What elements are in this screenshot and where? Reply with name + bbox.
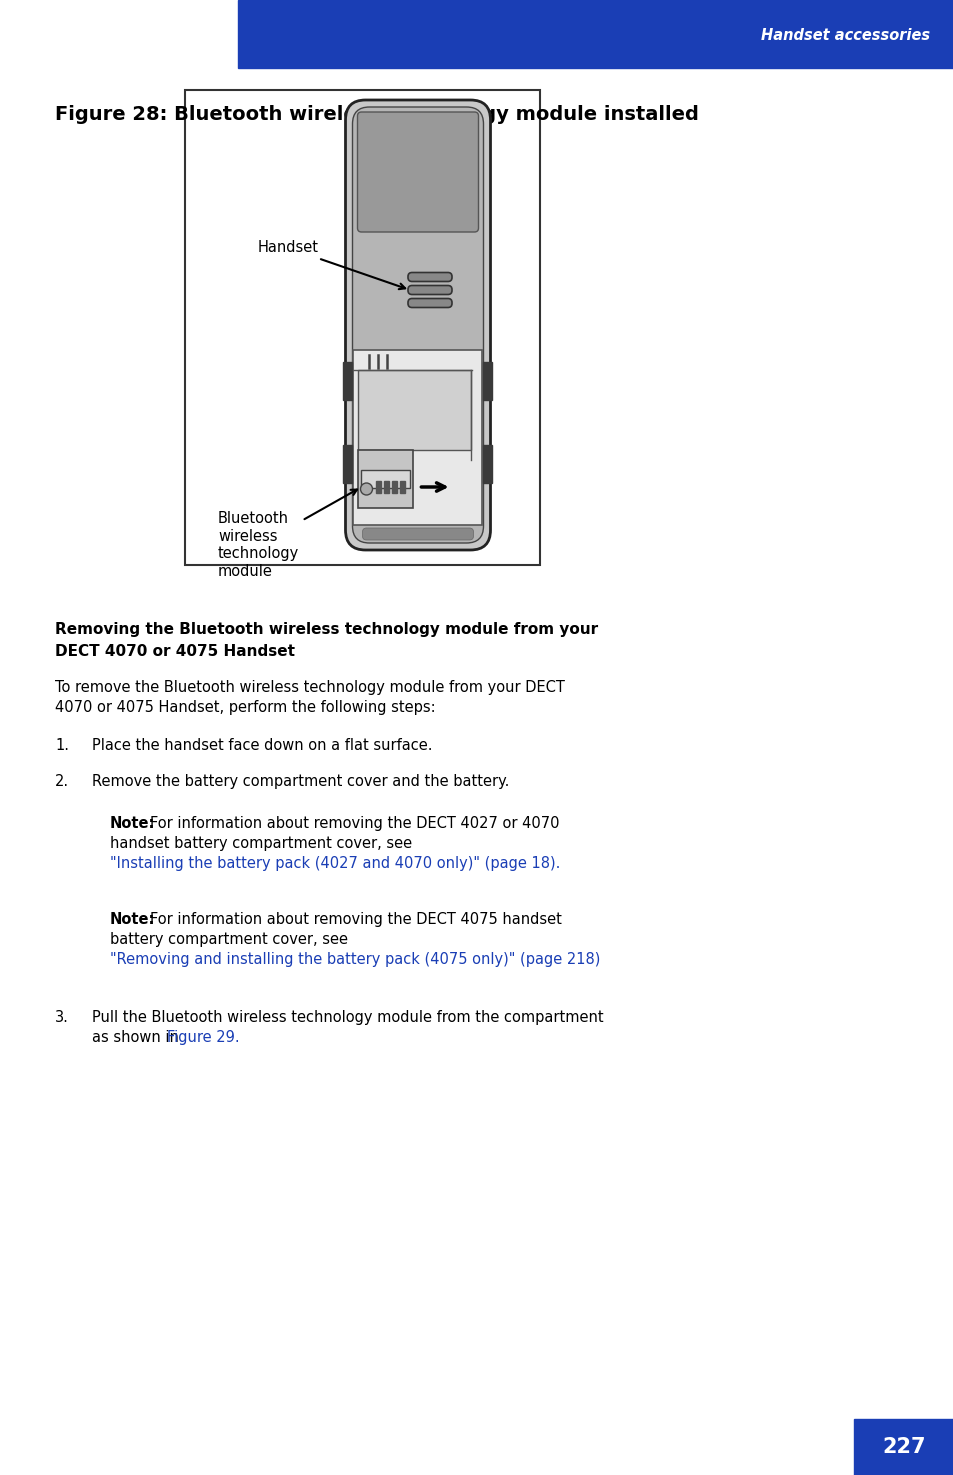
Text: DECT 4070 or 4075 Handset: DECT 4070 or 4075 Handset: [55, 645, 294, 659]
Bar: [483, 445, 492, 482]
Text: "Removing and installing the battery pack (4075 only)" (page 218): "Removing and installing the battery pac…: [110, 951, 599, 968]
Text: Handset: Handset: [257, 240, 405, 289]
FancyBboxPatch shape: [352, 108, 483, 543]
Text: Figure 29.: Figure 29.: [167, 1030, 239, 1044]
FancyBboxPatch shape: [357, 112, 478, 232]
Text: Handset accessories: Handset accessories: [760, 28, 929, 43]
Text: Bluetooth
wireless
technology
module: Bluetooth wireless technology module: [218, 490, 356, 578]
Bar: [361, 471, 410, 488]
Bar: [384, 481, 389, 493]
Text: For information about removing the DECT 4075 handset: For information about removing the DECT …: [150, 912, 561, 926]
Bar: [237, 0, 953, 68]
Bar: [185, 90, 539, 565]
Text: 4070 or 4075 Handset, perform the following steps:: 4070 or 4075 Handset, perform the follow…: [55, 701, 436, 715]
Text: "Installing the battery pack (4027 and 4070 only)" (page 18).: "Installing the battery pack (4027 and 4…: [110, 855, 559, 872]
Text: Removing the Bluetooth wireless technology module from your: Removing the Bluetooth wireless technolo…: [55, 622, 598, 637]
Bar: [376, 481, 381, 493]
FancyBboxPatch shape: [408, 286, 452, 295]
Text: Note:: Note:: [110, 816, 155, 830]
Bar: [358, 370, 471, 450]
Text: For information about removing the DECT 4027 or 4070: For information about removing the DECT …: [150, 816, 558, 830]
FancyBboxPatch shape: [362, 528, 473, 540]
Bar: [853, 1419, 953, 1475]
Text: as shown in: as shown in: [91, 1030, 183, 1044]
Bar: [392, 481, 397, 493]
FancyBboxPatch shape: [345, 100, 490, 550]
Text: Place the handset face down on a flat surface.: Place the handset face down on a flat su…: [91, 738, 432, 754]
Text: Figure 28: Bluetooth wireless technology module installed: Figure 28: Bluetooth wireless technology…: [55, 105, 699, 124]
Text: battery compartment cover, see: battery compartment cover, see: [110, 932, 353, 947]
Text: 3.: 3.: [55, 1010, 69, 1025]
Text: Pull the Bluetooth wireless technology module from the compartment: Pull the Bluetooth wireless technology m…: [91, 1010, 603, 1025]
Bar: [343, 361, 352, 400]
Text: handset battery compartment cover, see: handset battery compartment cover, see: [110, 836, 416, 851]
Text: 227: 227: [882, 1437, 924, 1457]
Bar: [400, 481, 405, 493]
Text: Note:: Note:: [110, 912, 155, 926]
FancyBboxPatch shape: [408, 273, 452, 282]
Bar: [358, 450, 413, 507]
Bar: [354, 350, 482, 525]
Text: 1.: 1.: [55, 738, 69, 754]
FancyBboxPatch shape: [408, 298, 452, 307]
Bar: [483, 361, 492, 400]
Text: To remove the Bluetooth wireless technology module from your DECT: To remove the Bluetooth wireless technol…: [55, 680, 564, 695]
Text: Remove the battery compartment cover and the battery.: Remove the battery compartment cover and…: [91, 774, 509, 789]
Circle shape: [360, 482, 372, 496]
Bar: [343, 445, 352, 482]
Text: 2.: 2.: [55, 774, 69, 789]
